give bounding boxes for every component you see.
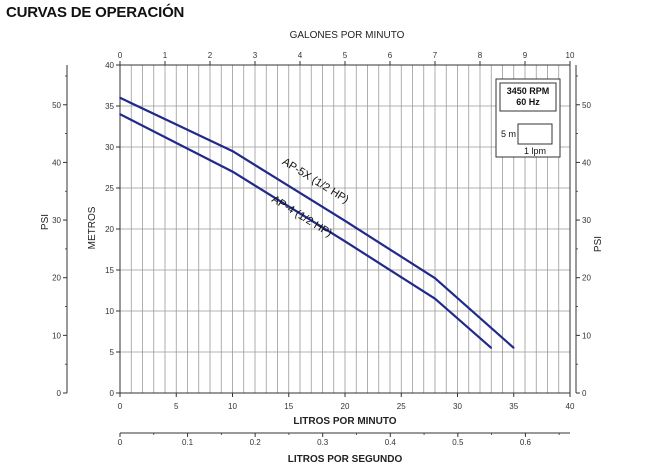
top-tick-label: 1	[163, 51, 168, 60]
top-tick-label: 0	[118, 51, 123, 60]
psi-left-tick-label: 50	[52, 101, 61, 110]
top-axis-title: GALONES POR MINUTO	[290, 30, 405, 41]
series-point-1	[231, 170, 234, 173]
top-tick-label: 7	[433, 51, 438, 60]
series-point-1	[119, 113, 121, 115]
series-point-0	[119, 97, 121, 99]
metros-tick-label: 40	[105, 61, 114, 70]
series-label-ap5x: AP-5X (1/2 HP)	[280, 156, 351, 206]
metros-tick-label: 30	[105, 143, 114, 152]
psi-right-tick-label: 10	[582, 331, 591, 340]
metros-tick-label: 20	[105, 225, 114, 234]
psi-right-tick-label: 30	[582, 216, 591, 225]
bottom-tick-label: 40	[566, 402, 575, 411]
series-point-0	[231, 150, 234, 152]
psi-right-tick-label: 40	[582, 158, 591, 167]
secondary-tick-label: 0.6	[520, 438, 532, 447]
secondary-tick-label: 0	[118, 438, 123, 447]
secondary-tick-label: 0.1	[182, 438, 194, 447]
bottom-tick-label: 30	[453, 402, 462, 411]
legend-rpm: 3450 RPM	[507, 86, 550, 96]
series-line-1	[119, 113, 492, 349]
series-point-0	[512, 347, 515, 349]
legend-scale-y: 5 m	[501, 129, 516, 139]
secondary-axis-title: LITROS POR SEGUNDO	[288, 454, 403, 465]
metros-tick-label: 0	[110, 389, 115, 398]
top-tick-label: 2	[208, 51, 213, 60]
metros-tick-label: 25	[105, 184, 114, 193]
bottom-axis-title: LITROS POR MINUTO	[293, 416, 396, 427]
top-tick-label: 9	[523, 51, 528, 60]
psi-right-tick-label: 0	[582, 389, 587, 398]
psi-left-tick-label: 10	[52, 331, 61, 340]
legend-box: 3450 RPM 60 Hz 5 m 1 lpm	[495, 78, 561, 158]
metros-tick-label: 15	[105, 266, 114, 275]
metros-axis-title: METROS	[87, 206, 98, 249]
psi-left-tick-label: 30	[52, 216, 61, 225]
psi-left-tick-label: 40	[52, 158, 61, 167]
series-point-0	[344, 220, 346, 222]
legend-rpm-frame	[499, 82, 557, 112]
psi-right-axis-title: PSI	[593, 236, 604, 252]
metros-tick-label: 5	[110, 348, 115, 357]
bottom-tick-label: 35	[509, 402, 518, 411]
top-tick-label: 6	[388, 51, 393, 60]
top-tick-label: 3	[253, 51, 258, 60]
secondary-tick-label: 0.3	[317, 438, 329, 447]
bottom-tick-label: 15	[284, 402, 293, 411]
psi-left-axis-title: PSI	[40, 214, 51, 230]
series-point-0	[434, 277, 436, 280]
secondary-tick-label: 0.5	[452, 438, 464, 447]
series-point-1	[344, 240, 346, 243]
psi-right-tick-label: 50	[582, 101, 591, 110]
psi-left-tick-label: 20	[52, 274, 61, 283]
series-point-1	[434, 297, 436, 300]
top-tick-label: 10	[566, 51, 575, 60]
bottom-tick-label: 5	[174, 402, 179, 411]
psi-right-tick-label: 20	[582, 274, 591, 283]
legend-hz: 60 Hz	[516, 97, 540, 107]
bottom-tick-label: 0	[118, 402, 123, 411]
series-label-ap4: AP-4 (1/2 HP)	[269, 193, 334, 239]
top-tick-label: 8	[478, 51, 483, 60]
metros-tick-label: 35	[105, 102, 114, 111]
bottom-tick-label: 10	[228, 402, 237, 411]
secondary-tick-label: 0.2	[250, 438, 262, 447]
legend-scale-box	[517, 123, 553, 145]
legend-scale-x: 1 lpm	[524, 146, 546, 156]
bottom-tick-label: 25	[397, 402, 406, 411]
metros-tick-label: 10	[105, 307, 114, 316]
psi-left-tick-label: 0	[57, 389, 62, 398]
bottom-tick-label: 20	[341, 402, 350, 411]
page-title: CURVAS DE OPERACIÓN	[6, 4, 185, 21]
axes: 0 5 10 15 20 25 30 35 40 0 1 2 3 4 5 6 7 8 9 10 0 0.1 0.2 0.3 0.…	[52, 51, 591, 447]
top-tick-label: 4	[298, 51, 303, 60]
top-tick-label: 5	[343, 51, 348, 60]
series-point-1	[490, 347, 493, 349]
secondary-tick-label: 0.4	[385, 438, 397, 447]
